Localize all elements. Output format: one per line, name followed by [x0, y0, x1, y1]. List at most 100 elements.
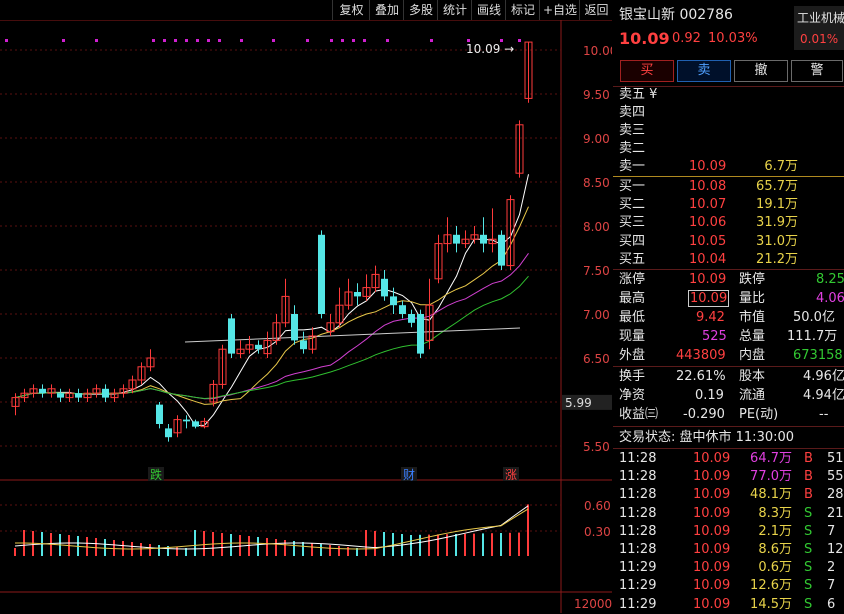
tick-volume: 0.6万 [758, 560, 792, 576]
stats-row-nav: 净资 0.19 流通 4.94亿 [613, 387, 844, 405]
last-price: 10.09 [619, 29, 670, 48]
float-value: 4.94亿 [803, 388, 844, 403]
toolbar-fuquan-button[interactable]: 复权 [332, 0, 370, 20]
bid-price: 10.08 [689, 179, 727, 194]
candle-body [326, 322, 335, 333]
toolbar-multistock-button[interactable]: 多股 [403, 0, 438, 20]
high-value: 10.09 [688, 290, 730, 307]
alert-button[interactable]: 警 [791, 60, 843, 82]
signal-dot [272, 39, 275, 42]
eps-label: 收益㈢ [619, 407, 659, 422]
ask4-label: 卖四 [619, 105, 646, 120]
volume-bar [446, 534, 448, 556]
volume-bar [248, 536, 250, 556]
price-change: 0.92 [672, 31, 701, 46]
tick-price: 10.09 [693, 505, 731, 521]
volume-bar [464, 533, 466, 556]
tick-row: 11:29 10.09 14.5万 S 6 [613, 596, 844, 614]
signal-dot [185, 39, 188, 42]
share-label: 股本 [739, 369, 766, 384]
candle-body [200, 420, 209, 428]
toolbar-draw-button[interactable]: 画线 [471, 0, 506, 20]
tick-time: 11:29 [619, 560, 657, 576]
total-vol-label: 总量 [739, 329, 766, 344]
tick-count: 51 [827, 451, 844, 466]
stats-row-eps: 收益㈢ -0.290 PE(动) -- [613, 406, 844, 424]
volume-bar [482, 533, 484, 556]
tick-count: 28 [827, 487, 844, 503]
candle-body [308, 335, 317, 350]
signal-dot [430, 39, 433, 42]
signal-dot [62, 39, 65, 42]
candle-body [209, 383, 218, 403]
bid-price: 10.07 [689, 197, 727, 213]
candle-body [417, 314, 424, 354]
market-cap-value: 50.0亿 [793, 310, 835, 325]
bid-label: 买二 [619, 197, 646, 213]
price-tick-label: 10.00 [583, 44, 612, 58]
volume-bottom-label: 12000 [574, 597, 612, 611]
industry-box[interactable]: 工业机械 0.01% [794, 6, 844, 50]
moving-average-line [15, 174, 529, 427]
industry-name: 工业机械 [797, 11, 844, 25]
toolbar-back-button[interactable]: 返回 [579, 0, 613, 20]
market-cap-label: 市值 [739, 310, 766, 325]
price-tick-label: 9.00 [583, 132, 610, 146]
candle-body [47, 388, 56, 394]
signal-dot [500, 39, 503, 42]
tick-row: 11:29 10.09 12.6万 S 7 [613, 577, 844, 595]
candle-body [156, 404, 163, 424]
bid-volume: 31.0万 [756, 233, 798, 249]
toolbar-stats-button[interactable]: 统计 [437, 0, 472, 20]
volume-bar [383, 532, 385, 556]
bid-volume: 65.7万 [756, 179, 798, 194]
toolbar-mark-button[interactable]: 标记 [505, 0, 540, 20]
candle-body [434, 243, 443, 280]
tick-volume: 8.6万 [758, 542, 792, 557]
candle-body [408, 314, 415, 323]
volume-tick-label: 0.60 [584, 499, 611, 513]
tick-row: 11:28 10.09 8.3万 S 21 [613, 505, 844, 523]
tick-count: 7 [827, 523, 836, 539]
sell-button[interactable]: 卖 [677, 60, 731, 82]
high-price-marker: 10.09 → [466, 42, 514, 56]
candle-body [281, 295, 290, 324]
nav-label: 净资 [619, 388, 646, 403]
stock-name-code: 银宝山新 002786 [619, 7, 733, 23]
kline-chart[interactable]: 10.009.509.008.508.007.507.006.506.005.5… [0, 20, 612, 613]
volume-bar [347, 547, 349, 556]
volume-ma-line [14, 508, 529, 550]
ask5-label: 卖五 ¥ [619, 87, 658, 102]
bid-volume: 21.2万 [756, 251, 798, 267]
tick-time: 11:28 [619, 451, 657, 466]
candle-body [173, 419, 182, 434]
bid-row: 买五 10.04 21.2万 [613, 251, 844, 269]
candle-body [255, 344, 262, 350]
signal-dot [330, 39, 333, 42]
toolbar-overlay-button[interactable]: 叠加 [369, 0, 404, 20]
volume-tick-label: 0.30 [584, 525, 611, 539]
limit-up-label: 涨停 [619, 272, 646, 287]
limit-down-label: 跌停 [739, 272, 766, 287]
volume-bar [104, 539, 106, 556]
event-marker: 涨 [505, 467, 517, 482]
candle-body [461, 238, 470, 245]
candle-body [480, 234, 487, 244]
candle-body [425, 304, 434, 341]
tick-count: 55 [827, 469, 844, 485]
volume-bar [509, 532, 511, 556]
tick-side: B [804, 451, 813, 466]
volume-bar [158, 545, 160, 556]
volume-bar [437, 534, 439, 556]
volume-bar [86, 537, 88, 556]
candle-body [83, 392, 92, 399]
volume-bar [149, 544, 151, 556]
toolbar-add-watchlist-button[interactable]: +自选 [539, 0, 580, 20]
event-marker-bg [503, 467, 519, 481]
volume-bar [185, 548, 187, 556]
buy-button[interactable]: 买 [620, 60, 674, 82]
volume-bar [356, 548, 358, 556]
signal-dot [306, 39, 309, 42]
price-tick-label: 7.00 [583, 308, 610, 322]
cancel-order-button[interactable]: 撤 [734, 60, 788, 82]
